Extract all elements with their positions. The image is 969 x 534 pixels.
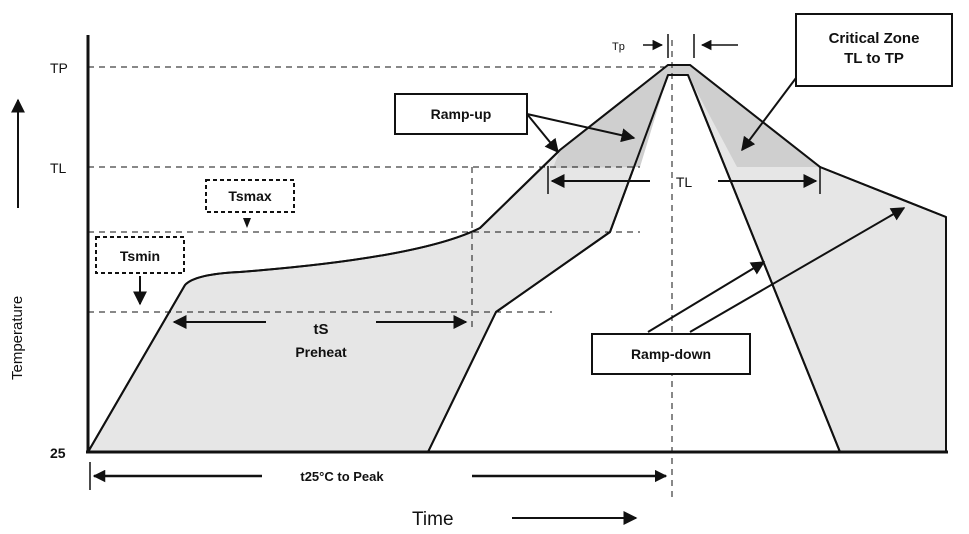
ramp-down-arrow-1 — [647, 261, 766, 333]
tsmin-box — [95, 236, 185, 274]
ramp-up-arrow-1 — [526, 113, 559, 154]
y-axis-title: Temperature — [9, 296, 26, 380]
critical-zone-text-2: TL to TP — [844, 50, 904, 67]
y-tick-tp: TP — [50, 60, 68, 76]
t25-to-peak-label: t25°C to Peak — [300, 469, 384, 484]
preheat-label: Preheat — [295, 344, 347, 360]
critical-zone-text-1: Critical Zone — [829, 30, 920, 47]
ramp-down-text: Ramp-down — [631, 346, 711, 362]
y-tick-tl: TL — [50, 160, 67, 176]
critical-zone-box — [795, 13, 953, 87]
ramp-up-text: Ramp-up — [431, 106, 492, 122]
tsmax-box — [205, 179, 295, 213]
tl-duration-label: TL — [676, 174, 693, 190]
tsmax-text: Tsmax — [228, 188, 272, 204]
y-tick-25: 25 — [50, 445, 66, 461]
x-axis-title: Time — [412, 509, 454, 530]
critical-zone-fill — [553, 65, 820, 168]
tp-width-label: Tp — [612, 41, 625, 53]
ramp-down-arrow-2 — [689, 207, 906, 333]
profile-outline — [87, 64, 947, 453]
ts-label: tS — [314, 321, 329, 338]
tsmax-down-arrow — [243, 218, 251, 228]
ramp-up-arrow-2 — [526, 113, 636, 143]
ramp-up-box — [394, 93, 528, 135]
tsmin-text: Tsmin — [120, 248, 160, 264]
critical-zone-arrow — [741, 77, 797, 152]
ramp-down-box — [591, 333, 751, 375]
